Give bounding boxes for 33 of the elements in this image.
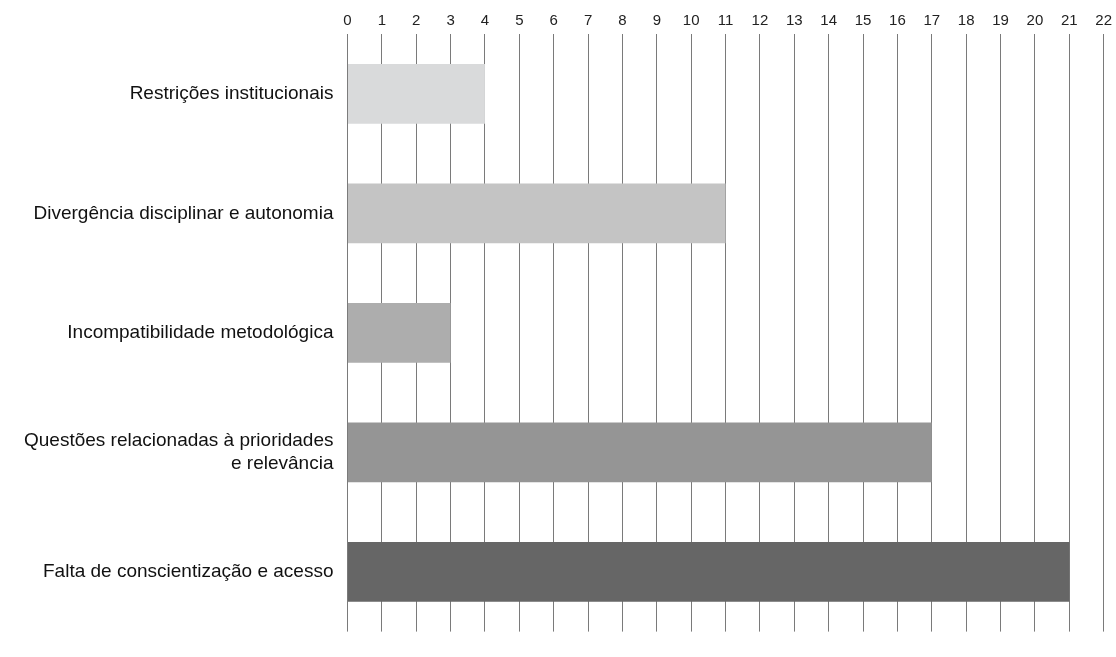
x-tick-label: 20	[1026, 11, 1044, 29]
x-tick-label: 4	[480, 11, 490, 29]
x-tick-label: 18	[957, 11, 975, 29]
x-tick-label: 6	[549, 11, 558, 29]
y-tick-label: Questões relacionadas à prioridades e relevância	[24, 429, 334, 473]
x-tick-label: 0	[343, 11, 352, 29]
x-tick-label: 16	[889, 11, 906, 29]
y-tick-label: Restrições institucionais	[129, 81, 334, 103]
x-tick-label: 10	[682, 11, 700, 29]
x-tick-label: 15	[854, 11, 872, 29]
x-tick-label: 14	[820, 11, 838, 29]
y-tick-label: Falta de conscientização e acesso	[43, 560, 334, 582]
x-tick-label: 17	[923, 11, 941, 29]
x-tick-label: 11	[717, 11, 734, 29]
bar	[347, 302, 451, 363]
x-tick-label: 22	[1095, 11, 1112, 29]
x-tick-label: 19	[992, 11, 1009, 29]
bar	[347, 422, 932, 483]
bar	[347, 63, 485, 124]
x-tick-label: 5	[515, 11, 524, 29]
x-tick-label: 9	[652, 11, 661, 29]
y-tick-label: Divergência disciplinar e autonomia	[33, 201, 334, 223]
x-tick-label: 12	[751, 11, 769, 29]
x-tick-label: 21	[1060, 11, 1078, 29]
bar	[347, 183, 726, 244]
x-tick-label: 1	[377, 11, 387, 29]
x-tick-label: 8	[618, 11, 627, 29]
x-tick-label: 13	[785, 11, 803, 29]
x-tick-label: 7	[583, 11, 593, 29]
y-tick-label: Incompatibilidade metodológica	[67, 321, 334, 343]
x-tick-label: 2	[412, 11, 421, 29]
x-tick-label: 3	[446, 11, 455, 29]
bar	[347, 541, 1070, 602]
